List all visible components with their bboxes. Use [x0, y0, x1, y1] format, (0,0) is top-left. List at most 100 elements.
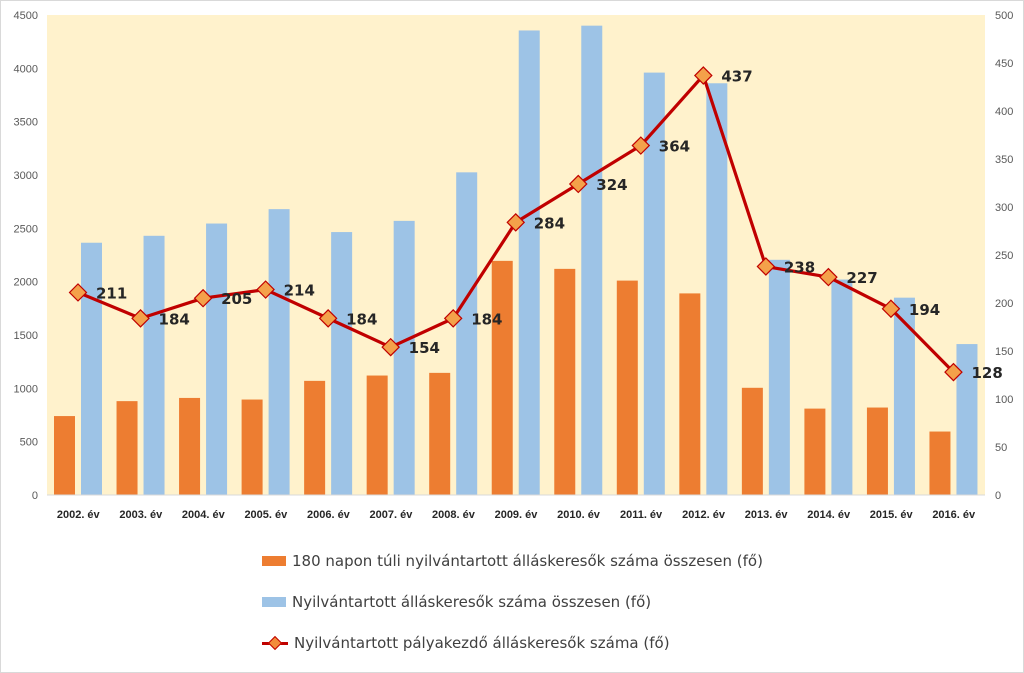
bar-total: [206, 223, 228, 496]
y-left-tick-label: 2500: [14, 223, 38, 235]
x-tick-label: 2016. év: [932, 509, 976, 521]
data-label: 227: [846, 269, 877, 287]
legend-item-180: 180 napon túli nyilvántartott álláskeres…: [262, 540, 763, 581]
legend-swatch-total: [262, 596, 286, 607]
bar-total: [331, 232, 353, 496]
line-marker: [506, 213, 526, 232]
x-tick-label: 2013. év: [745, 509, 789, 521]
bar-180: [241, 399, 263, 495]
data-label: 324: [596, 176, 627, 194]
y-right-tick-label: 450: [995, 58, 1013, 70]
x-tick-label: 2007. év: [370, 509, 414, 521]
data-label: 364: [659, 138, 690, 156]
bar-180: [429, 372, 451, 495]
line-marker: [881, 299, 901, 319]
line-marker: [693, 66, 713, 85]
x-tick-label: 2004. év: [182, 509, 226, 521]
data-label: 238: [784, 259, 815, 277]
x-tick-label: 2010. év: [557, 509, 601, 521]
y-right-tick-label: 50: [995, 442, 1007, 454]
line-marker: [68, 283, 88, 302]
bar-180: [179, 397, 201, 495]
x-tick-label: 2002. év: [57, 509, 101, 521]
bar-180: [554, 268, 576, 495]
plot-area: [47, 15, 985, 495]
x-tick-label: 2008. év: [432, 509, 476, 521]
bar-total: [643, 72, 665, 495]
data-label: 184: [471, 310, 502, 328]
y-left-tick-label: 2000: [14, 277, 38, 289]
bar-180: [116, 401, 138, 495]
data-label: 184: [346, 310, 377, 328]
bar-180: [741, 387, 763, 495]
bar-180: [679, 293, 701, 495]
bar-total: [831, 279, 853, 495]
bars: [54, 25, 978, 496]
y-right-tick-label: 100: [995, 394, 1013, 406]
y-right-tick-label: 200: [995, 298, 1013, 310]
data-label: 205: [221, 290, 252, 308]
line-marker: [381, 337, 401, 357]
x-tick-label: 2005. év: [244, 509, 288, 521]
y-left-tick-label: 3000: [14, 170, 38, 182]
line-marker: [443, 309, 463, 328]
y-right-tick-label: 250: [995, 250, 1013, 262]
data-label: 284: [534, 214, 565, 232]
bar-total: [893, 297, 915, 495]
bar-total: [581, 25, 603, 496]
line-marker: [631, 136, 651, 155]
legend-label-total: Nyilvántartott álláskeresők száma összes…: [292, 592, 652, 611]
y-right-tick-label: 400: [995, 106, 1013, 118]
legend: 180 napon túli nyilvántartott álláskeres…: [262, 540, 763, 663]
x-tick-label: 2011. év: [620, 509, 663, 521]
bar-total: [706, 83, 728, 496]
y-left-tick-label: 4000: [14, 63, 38, 75]
line-marker: [193, 288, 213, 308]
y-right-tick-label: 150: [995, 346, 1013, 358]
x-tick-label: 2012. év: [682, 509, 726, 521]
bar-180: [866, 407, 888, 495]
axes: 2002. év 2003. év 2004. év 2005. év 2006. év…: [14, 10, 1014, 521]
y-left-tick-label: 500: [20, 437, 38, 449]
line-marker: [318, 309, 338, 328]
line-marker: [131, 309, 150, 328]
legend-item-total: Nyilvántartott álláskeresők száma összes…: [262, 581, 763, 622]
bar-180: [929, 431, 951, 495]
y-right-tick-label: 0: [995, 490, 1001, 502]
bar-total: [956, 344, 978, 495]
data-label: 214: [284, 282, 315, 300]
legend-swatch-palyakezdo: [262, 635, 288, 650]
data-label: 128: [971, 364, 1002, 382]
chart: 2002. év 2003. év 2004. év 2005. év 2006. év…: [14, 10, 1014, 521]
legend-swatch-180: [262, 555, 286, 566]
bar-total: [143, 235, 165, 496]
bar-180: [616, 280, 638, 495]
x-tick-label: 2015. év: [870, 509, 914, 521]
legend-label-palyakezdo: Nyilvántartott pályakezdő álláskeresők s…: [294, 633, 670, 652]
bar-total: [393, 220, 415, 495]
bar-180: [304, 380, 326, 495]
line-marker: [568, 174, 588, 194]
line-series: 211 184 205 214 184 154 184 284 324 364 437 238 227 1…: [68, 66, 1003, 382]
bar-total: [81, 242, 102, 495]
line-marker: [756, 257, 776, 276]
y-right-tick-label: 350: [995, 154, 1013, 166]
bar-total: [456, 172, 478, 496]
data-label: 437: [721, 67, 752, 85]
x-tick-label: 2006. év: [307, 509, 351, 521]
data-label: 184: [159, 310, 190, 328]
legend-item-palyakezdo: Nyilvántartott pályakezdő álláskeresők s…: [262, 622, 763, 663]
bar-total: [268, 209, 290, 495]
bar-180: [804, 408, 826, 495]
y-left-tick-label: 0: [32, 490, 38, 502]
y-left-tick-label: 4500: [14, 10, 38, 22]
line-marker: [944, 362, 963, 382]
y-right-tick-label: 300: [995, 202, 1013, 214]
y-right-tick-label: 500: [995, 10, 1013, 22]
bar-180: [54, 416, 75, 495]
data-label: 154: [409, 339, 440, 357]
data-label: 194: [909, 301, 940, 319]
bar-total: [518, 30, 540, 495]
x-tick-label: 2009. év: [495, 509, 539, 521]
bar-180: [491, 260, 513, 495]
